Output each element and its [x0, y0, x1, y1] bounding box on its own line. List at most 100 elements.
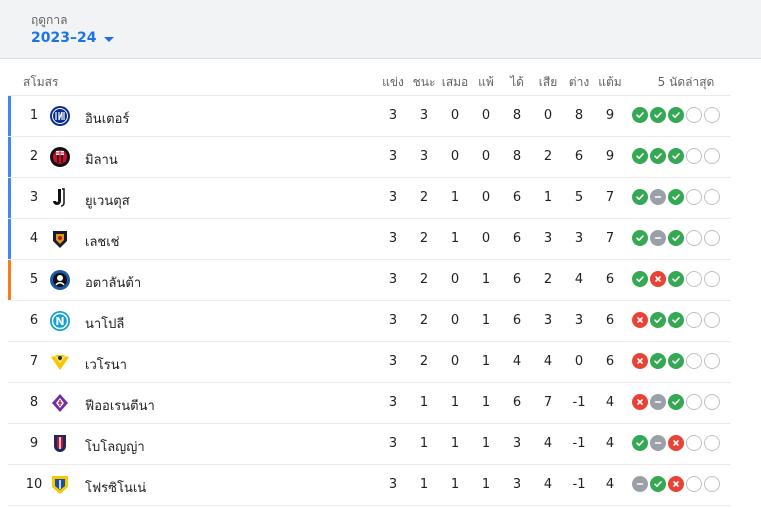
- draw-icon[interactable]: [650, 435, 666, 451]
- loss-icon[interactable]: [668, 435, 684, 451]
- won-value: 2: [419, 231, 429, 246]
- loss-icon[interactable]: [650, 271, 666, 287]
- draw-icon[interactable]: [632, 476, 648, 492]
- goal-diff-header: ต่าง: [568, 75, 590, 89]
- goals-against-value: 4: [543, 436, 553, 451]
- table-row[interactable]: 10 โฟรซิโนเน่ 3 1 1 1 3 4 -1 4: [8, 465, 731, 506]
- verona-logo: [49, 351, 71, 373]
- last-five-form: [632, 189, 720, 205]
- win-icon[interactable]: [650, 476, 666, 492]
- qualification-marker: [8, 96, 11, 136]
- win-icon[interactable]: [668, 394, 684, 410]
- win-icon[interactable]: [668, 189, 684, 205]
- empty-result-icon: [704, 107, 720, 123]
- team-name[interactable]: ฟีออเรนตีนา: [85, 399, 155, 414]
- table-row[interactable]: 6 N นาโปลี 3 2 0 1 6 3 3 6: [8, 301, 731, 342]
- win-icon[interactable]: [632, 271, 648, 287]
- table-row[interactable]: 4 เลชเช่ 3 2 1 0 6 3 3 7: [8, 219, 731, 260]
- table-row[interactable]: 2 มิลาน 3 3 0 0 8 2 6 9: [8, 137, 731, 178]
- loss-icon[interactable]: [668, 476, 684, 492]
- position: 5: [29, 272, 39, 287]
- win-icon[interactable]: [632, 148, 648, 164]
- win-icon[interactable]: [668, 230, 684, 246]
- win-icon[interactable]: [650, 353, 666, 369]
- standings-table: สโมสร แข่ง ชนะ เสมอ แพ้ ได้ เสีย ต่าง แต…: [8, 58, 731, 506]
- position: 4: [29, 231, 39, 246]
- win-icon[interactable]: [668, 353, 684, 369]
- empty-result-icon: [704, 189, 720, 205]
- goals-against-value: 2: [543, 149, 553, 164]
- juventus-logo: [49, 187, 71, 209]
- last-five-form: [632, 476, 720, 492]
- win-icon[interactable]: [668, 148, 684, 164]
- goal-diff-value: 4: [574, 272, 584, 287]
- draw-icon[interactable]: [650, 230, 666, 246]
- team-name[interactable]: อินเตอร์: [85, 112, 130, 127]
- empty-result-icon: [686, 271, 702, 287]
- table-row[interactable]: 3 ยูเวนตุส 3 2 1 0 6 1 5 7: [8, 178, 731, 219]
- played-value: 3: [388, 272, 398, 287]
- draw-icon[interactable]: [650, 189, 666, 205]
- empty-result-icon: [686, 476, 702, 492]
- table-row[interactable]: 1 อินเตอร์ 3 3 0 0 8 0 8 9: [8, 96, 731, 137]
- goals-against-value: 0: [543, 108, 553, 123]
- loss-icon[interactable]: [632, 353, 648, 369]
- goals-for-value: 3: [512, 477, 522, 492]
- draw-icon[interactable]: [650, 394, 666, 410]
- team-name[interactable]: เลชเช่: [85, 235, 120, 250]
- table-row[interactable]: 5 อตาลันต้า 3 2 0 1 6 2 4 6: [8, 260, 731, 301]
- won-value: 2: [419, 313, 429, 328]
- goals-against-value: 7: [543, 395, 553, 410]
- goals-for-value: 6: [512, 231, 522, 246]
- team-name[interactable]: นาโปลี: [85, 317, 125, 332]
- qualification-marker: [8, 178, 11, 218]
- won-value: 1: [419, 477, 429, 492]
- empty-result-icon: [704, 353, 720, 369]
- played-value: 3: [388, 354, 398, 369]
- goal-diff-value: 0: [574, 354, 584, 369]
- team-name[interactable]: โฟรซิโนเน่: [85, 481, 147, 496]
- team-name[interactable]: เวโรนา: [85, 358, 127, 373]
- points-value: 7: [605, 190, 615, 205]
- win-icon[interactable]: [632, 435, 648, 451]
- last-five-form: [632, 312, 720, 328]
- won-value: 1: [419, 395, 429, 410]
- team-name[interactable]: โบโลญญ่า: [85, 440, 145, 455]
- drawn-value: 0: [450, 354, 460, 369]
- position: 7: [29, 354, 39, 369]
- win-icon[interactable]: [632, 107, 648, 123]
- drawn-value: 1: [450, 395, 460, 410]
- win-icon[interactable]: [668, 312, 684, 328]
- won-value: 3: [419, 149, 429, 164]
- season-dropdown[interactable]: 2023–24: [31, 30, 115, 46]
- empty-result-icon: [704, 435, 720, 451]
- goals-for-value: 8: [512, 149, 522, 164]
- win-icon[interactable]: [650, 312, 666, 328]
- win-icon[interactable]: [632, 189, 648, 205]
- win-icon[interactable]: [650, 148, 666, 164]
- goal-diff-value: 8: [574, 108, 584, 123]
- win-icon[interactable]: [632, 230, 648, 246]
- points-value: 4: [605, 477, 615, 492]
- drawn-value: 1: [450, 477, 460, 492]
- win-icon[interactable]: [650, 107, 666, 123]
- lecce-logo: [49, 228, 71, 250]
- points-value: 6: [605, 313, 615, 328]
- team-name[interactable]: มิลาน: [85, 153, 118, 168]
- last-five-form: [632, 148, 720, 164]
- qualification-marker: [8, 301, 11, 341]
- inter-logo: [49, 105, 71, 127]
- table-row[interactable]: 8 ฟีออเรนตีนา 3 1 1 1 6 7 -1 4: [8, 383, 731, 424]
- team-name[interactable]: ยูเวนตุส: [85, 194, 130, 209]
- team-name[interactable]: อตาลันต้า: [85, 276, 142, 291]
- loss-icon[interactable]: [632, 394, 648, 410]
- last-five-form: [632, 230, 720, 246]
- win-icon[interactable]: [668, 271, 684, 287]
- empty-result-icon: [704, 394, 720, 410]
- loss-icon[interactable]: [632, 312, 648, 328]
- drawn-value: 0: [450, 313, 460, 328]
- win-icon[interactable]: [668, 107, 684, 123]
- table-row[interactable]: 9 โบโลญญ่า 3 1 1 1 3 4 -1 4: [8, 424, 731, 465]
- table-row[interactable]: 7 เวโรนา 3 2 0 1 4 4 0 6: [8, 342, 731, 383]
- position: 2: [29, 149, 39, 164]
